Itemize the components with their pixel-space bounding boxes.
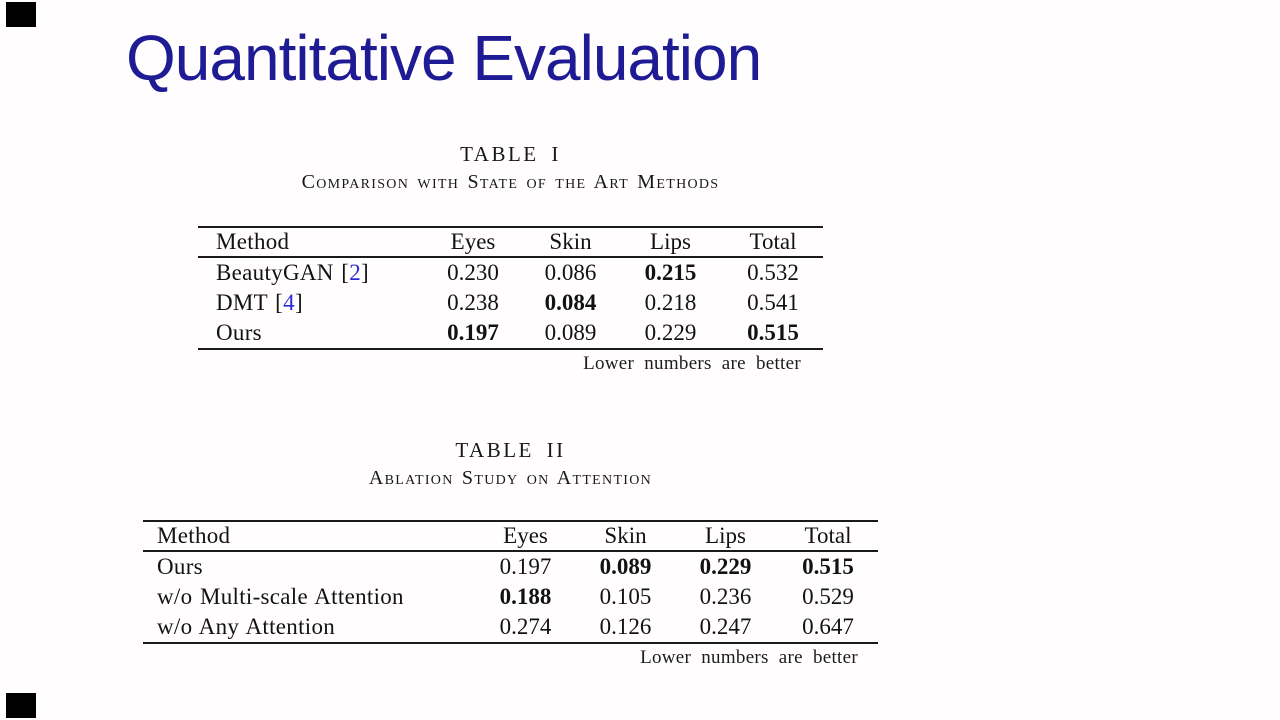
- cell-value: 0.215: [644, 260, 697, 285]
- table1-header-row: Method Eyes Skin Lips Total: [198, 227, 823, 257]
- cell-value: 0.230: [447, 260, 499, 285]
- cell-value: 0.236: [699, 584, 752, 609]
- table2-caption: TABLE II: [455, 438, 566, 462]
- table1-block: TABLE I Comparison with State of the Art…: [198, 142, 823, 375]
- table-row: w/o Multi-scale Attention 0.188 0.105 0.236…: [143, 582, 878, 612]
- column-header-total: Total: [804, 523, 852, 548]
- cell-value: 0.084: [544, 290, 597, 315]
- cell-value: 0.274: [499, 614, 552, 639]
- table2-block: TABLE II Ablation Study on Attention Met…: [143, 438, 878, 669]
- table2-note: Lower numbers are better: [640, 647, 858, 668]
- cell-value: 0.197: [447, 320, 499, 345]
- cell-value: 0.105: [599, 584, 652, 609]
- cell-value: 0.515: [747, 320, 799, 345]
- column-header-skin: Skin: [604, 523, 647, 548]
- table2-subcaption: Ablation Study on Attention: [368, 467, 653, 489]
- citation-number: 2: [349, 260, 362, 285]
- table-row: DMT [4] 0.238 0.084 0.218 0.541: [198, 288, 823, 318]
- column-header-skin: Skin: [549, 229, 592, 254]
- cell-value: 0.188: [499, 584, 552, 609]
- column-header-total: Total: [749, 229, 797, 254]
- table-row: w/o Any Attention 0.274 0.126 0.247 0.647: [143, 612, 878, 643]
- column-header-eyes: Eyes: [503, 523, 548, 548]
- cell-method: w/o Multi-scale Attention: [157, 584, 404, 609]
- column-header-lips: Lips: [705, 523, 746, 548]
- cell-value: 0.126: [599, 614, 652, 639]
- cell-value: 0.529: [802, 584, 854, 609]
- slide-title: Quantitative Evaluation: [126, 22, 762, 94]
- table-row: Ours 0.197 0.089 0.229 0.515: [143, 551, 878, 582]
- column-header-eyes: Eyes: [450, 229, 496, 254]
- table2-header-row: Method Eyes Skin Lips Total: [143, 521, 878, 551]
- cell-method: w/o Any Attention: [157, 614, 336, 639]
- cell-method: Ours: [157, 554, 203, 579]
- cell-method: BeautyGAN [2]: [216, 260, 369, 285]
- cell-value: 0.229: [699, 554, 752, 579]
- table1: Method Eyes Skin Lips Total BeautyGAN [2] 0.2…: [198, 226, 823, 350]
- table1-caption: TABLE I: [460, 142, 561, 166]
- cell-value: 0.218: [644, 290, 697, 315]
- cell-value: 0.089: [544, 320, 597, 345]
- cell-method: DMT [4]: [216, 290, 303, 315]
- cell-value: 0.541: [747, 290, 799, 315]
- cell-value: 0.247: [699, 614, 752, 639]
- column-header-lips: Lips: [650, 229, 691, 254]
- table2: Method Eyes Skin Lips Total Ours 0.197 0.089 0.…: [143, 520, 878, 644]
- table1-note: Lower numbers are better: [583, 353, 801, 374]
- cell-value: 0.532: [747, 260, 799, 285]
- table1-subcaption: Comparison with State of the Art Methods: [301, 171, 720, 193]
- cell-value: 0.229: [644, 320, 697, 345]
- column-header-method: Method: [157, 523, 231, 548]
- cell-value: 0.515: [802, 554, 854, 579]
- cell-value: 0.197: [499, 554, 552, 579]
- cell-method: Ours: [216, 320, 262, 345]
- table-row: Ours 0.197 0.089 0.229 0.515: [198, 318, 823, 349]
- cell-value: 0.647: [802, 614, 854, 639]
- cell-value: 0.089: [599, 554, 652, 579]
- column-header-method: Method: [216, 229, 290, 254]
- corner-marker-bottom-left: [6, 693, 36, 718]
- citation-number: 4: [283, 290, 295, 315]
- corner-marker-top-left: [6, 2, 36, 27]
- cell-value: 0.086: [544, 260, 597, 285]
- cell-value: 0.238: [447, 290, 499, 315]
- table-row: BeautyGAN [2] 0.230 0.086 0.215 0.532: [198, 257, 823, 288]
